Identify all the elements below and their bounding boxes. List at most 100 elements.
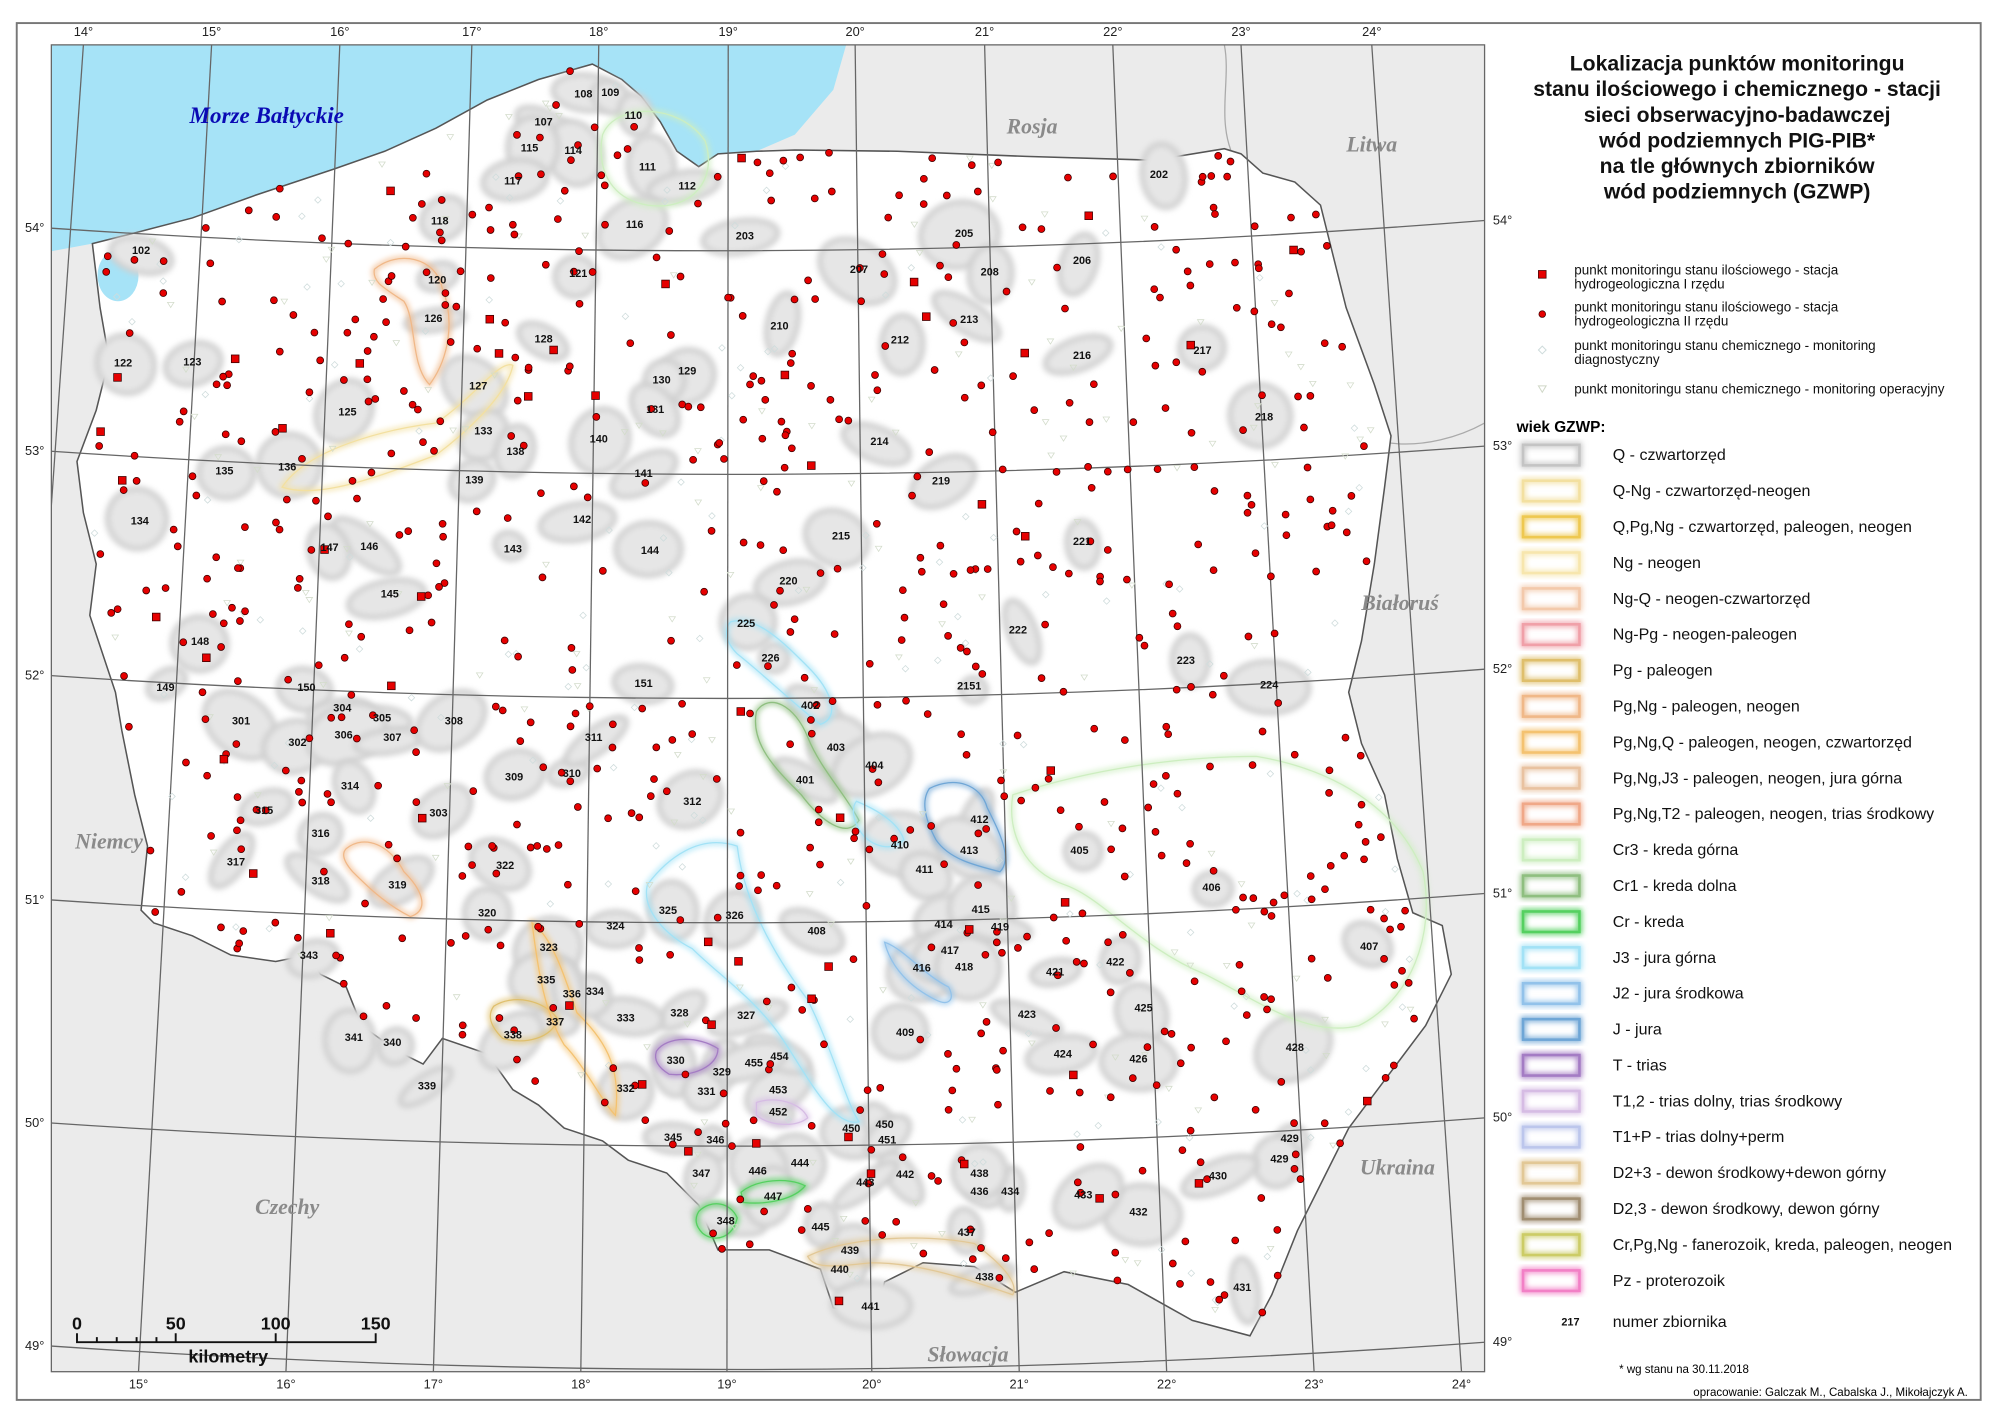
station-second-order-point <box>1064 569 1073 578</box>
reservoir-number: 316 <box>311 828 329 840</box>
hollow-triangle-icon <box>1537 385 1548 394</box>
station-second-order-point <box>96 550 105 558</box>
station-second-order-point <box>638 704 647 713</box>
station-second-order-point <box>1215 1295 1224 1304</box>
station-second-order-point <box>1231 1236 1240 1245</box>
station-second-order-point <box>422 268 431 277</box>
station-second-order-point <box>568 666 577 674</box>
chemical-diagnostic-point <box>168 792 176 801</box>
chemical-diagnostic-point <box>956 926 964 934</box>
station-second-order-point <box>963 647 971 656</box>
chemical-diagnostic-point <box>605 526 613 534</box>
reservoir-number: 125 <box>338 406 356 418</box>
reservoir-area <box>397 1065 454 1109</box>
station-second-order-point <box>779 156 788 165</box>
station-second-order-point <box>998 948 1006 957</box>
chemical-operational-point <box>764 1005 773 1012</box>
station-second-order-point <box>676 916 685 924</box>
station-second-order-point <box>1312 567 1320 576</box>
station-second-order-point <box>270 296 278 305</box>
station-first-order-point <box>1020 348 1029 358</box>
chemical-operational-point <box>541 100 550 107</box>
station-second-order-point <box>764 662 772 670</box>
station-second-order-point <box>874 778 883 787</box>
meridian-label: 24° <box>1362 24 1381 39</box>
station-second-order-point <box>1209 866 1218 875</box>
reservoir-outline <box>531 921 618 1117</box>
station-second-order-point <box>458 1030 467 1039</box>
station-second-order-point <box>1176 1280 1184 1288</box>
station-second-order-point <box>609 720 617 729</box>
legend: Lokalizacja punktów monitoringu stanu il… <box>1516 53 1968 1400</box>
reservoir-number: 415 <box>972 904 990 916</box>
station-second-order-point <box>1076 1143 1085 1151</box>
station-second-order-point <box>600 181 609 190</box>
station-second-order-point <box>767 196 776 205</box>
chemical-operational-point <box>378 161 386 168</box>
station-second-order-point <box>756 541 765 549</box>
station-first-order-point <box>684 1147 693 1156</box>
station-second-order-point <box>327 713 336 722</box>
reservoir-number: 436 <box>970 1186 988 1198</box>
station-second-order-point <box>884 213 893 222</box>
reservoir-number: 437 <box>958 1227 976 1239</box>
station-second-order-point <box>833 564 842 573</box>
reservoir-area <box>948 1261 1017 1297</box>
station-second-order-point <box>1103 467 1112 476</box>
station-second-order-point <box>1267 320 1276 329</box>
legend-swatch <box>1521 981 1581 1006</box>
station-first-order-point <box>1289 245 1298 255</box>
station-second-order-point <box>1002 287 1011 296</box>
chemical-diagnostic-point <box>1126 870 1134 879</box>
reservoir-number: 315 <box>255 805 273 817</box>
legend-age-label: Q - czwartorzęd <box>1613 446 1726 464</box>
station-second-order-point <box>816 569 825 577</box>
chemical-operational-point <box>305 597 314 604</box>
chemical-diagnostic-point <box>1041 590 1050 599</box>
station-second-order-point <box>787 444 796 453</box>
station-second-order-point <box>289 311 298 319</box>
station-second-order-point <box>500 636 509 645</box>
chemical-operational-point <box>690 1182 698 1190</box>
scale-tick-label: 0 <box>72 1313 82 1333</box>
chemical-operational-point <box>461 426 470 433</box>
station-second-order-point <box>492 869 501 878</box>
legend-swatch <box>1521 587 1581 611</box>
station-second-order-point <box>1258 391 1266 400</box>
station-second-order-point <box>507 432 516 440</box>
reservoir-number: 340 <box>383 1037 401 1049</box>
station-first-order-point <box>417 813 427 823</box>
chemical-operational-point <box>366 521 374 528</box>
station-second-order-point <box>486 226 495 234</box>
chemical-operational-point <box>1140 215 1149 223</box>
reservoir-number: 452 <box>769 1106 787 1118</box>
chemical-diagnostic-point <box>504 650 513 659</box>
station-second-order-point <box>1263 1005 1271 1014</box>
station-second-order-point <box>1297 247 1305 256</box>
station-second-order-point <box>537 489 545 498</box>
station-first-order-point <box>591 391 600 400</box>
chemical-diagnostic-point <box>687 735 696 744</box>
reservoir-area <box>1056 231 1101 297</box>
chemical-operational-point <box>693 1151 702 1159</box>
station-second-order-point <box>786 628 795 636</box>
age-legend-title: wiek GZWP: <box>1516 419 1606 436</box>
station-second-order-point <box>298 454 306 463</box>
reservoir-area <box>562 714 630 768</box>
station-second-order-point <box>1223 172 1232 181</box>
legend-swatch <box>1521 766 1581 790</box>
station-second-order-point <box>650 775 658 783</box>
reservoir-area <box>1341 919 1394 969</box>
station-second-order-point <box>314 661 323 670</box>
reservoir-number: 317 <box>227 856 245 868</box>
station-second-order-point <box>575 299 584 308</box>
station-second-order-point <box>1052 468 1061 476</box>
reservoir-number: 347 <box>692 1168 710 1180</box>
chemical-operational-point <box>668 616 677 623</box>
station-second-order-point <box>865 659 874 668</box>
legend-age-label: Cr3 - kreda górna <box>1613 841 1739 859</box>
chemical-diagnostic-point <box>235 235 243 244</box>
chemical-operational-point <box>572 651 581 658</box>
reservoir-number: 144 <box>641 545 659 557</box>
station-second-order-point <box>766 1060 775 1068</box>
